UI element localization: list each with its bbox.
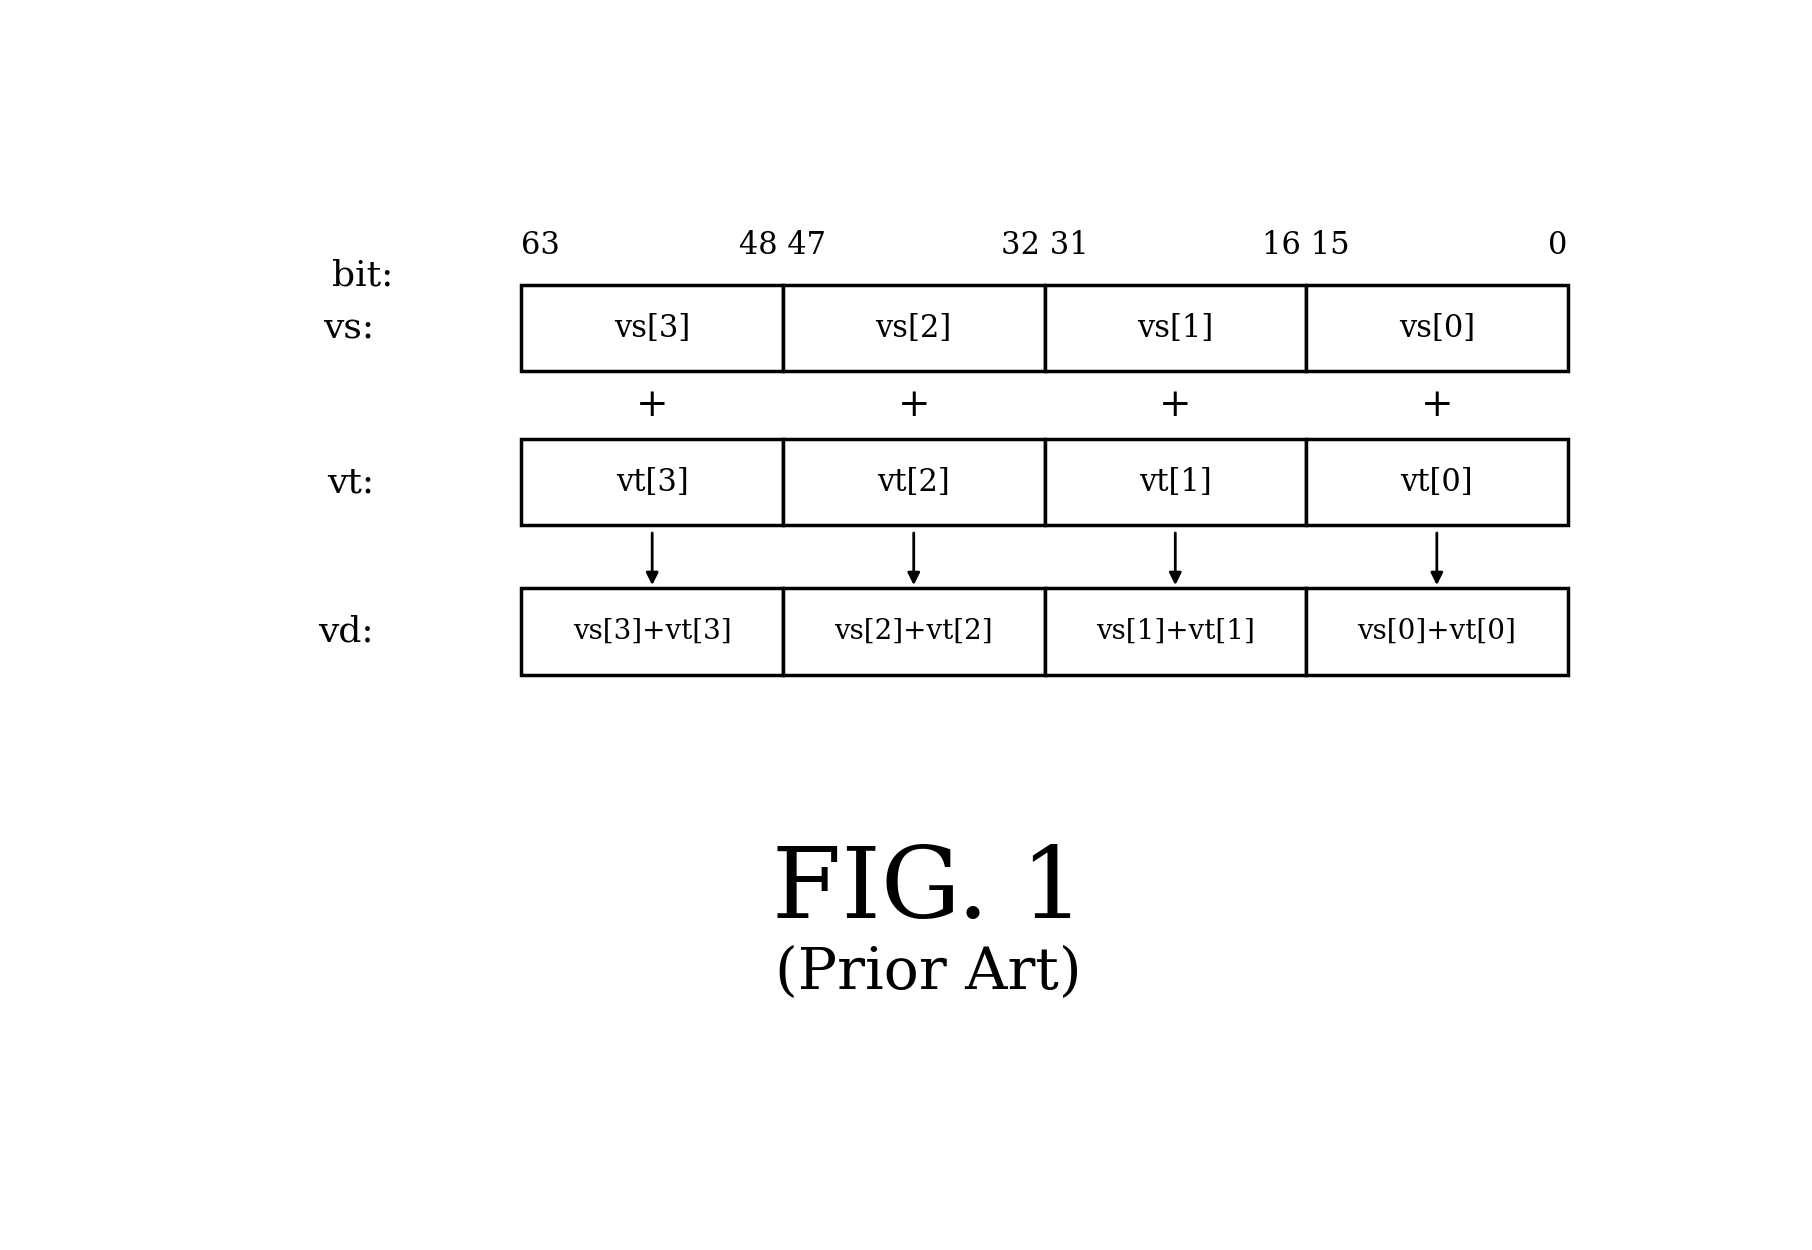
Text: vs[2]: vs[2] [875, 312, 951, 344]
Text: +: + [1421, 386, 1453, 424]
Text: vt[1]: vt[1] [1140, 466, 1212, 498]
Bar [1044, 285, 1306, 371]
Text: FIG. 1: FIG. 1 [772, 844, 1085, 939]
Bar [1306, 439, 1567, 525]
Text: 32 31: 32 31 [1000, 230, 1089, 261]
Bar [783, 285, 1044, 371]
Bar [522, 588, 783, 675]
Text: (Prior Art): (Prior Art) [776, 945, 1082, 1001]
Bar [1044, 439, 1306, 525]
Bar [522, 285, 783, 371]
Bar [783, 439, 1044, 525]
Text: vs[3]+vt[3]: vs[3]+vt[3] [573, 618, 732, 645]
Bar [783, 588, 1044, 675]
Text: 48 47: 48 47 [739, 230, 826, 261]
Text: vt[3]: vt[3] [616, 466, 689, 498]
Text: 0: 0 [1547, 230, 1567, 261]
Bar [1306, 285, 1567, 371]
Bar [1044, 588, 1306, 675]
Text: vt:: vt: [326, 465, 373, 499]
Text: bit:: bit: [332, 259, 393, 292]
Text: +: + [897, 386, 930, 424]
Text: +: + [636, 386, 669, 424]
Text: +: + [1160, 386, 1192, 424]
Text: vs[2]+vt[2]: vs[2]+vt[2] [834, 618, 993, 645]
Text: vt[2]: vt[2] [877, 466, 949, 498]
Text: vs[0]+vt[0]: vs[0]+vt[0] [1357, 618, 1517, 645]
Text: vs[1]+vt[1]: vs[1]+vt[1] [1096, 618, 1254, 645]
Text: vs:: vs: [323, 311, 373, 345]
Text: vs[1]: vs[1] [1138, 312, 1214, 344]
Bar [522, 439, 783, 525]
Text: 16 15: 16 15 [1263, 230, 1350, 261]
Text: vs[3]: vs[3] [614, 312, 690, 344]
Bar [1306, 588, 1567, 675]
Text: vt[0]: vt[0] [1401, 466, 1473, 498]
Text: 63: 63 [522, 230, 560, 261]
Text: vd:: vd: [319, 614, 373, 649]
Text: vs[0]: vs[0] [1399, 312, 1475, 344]
